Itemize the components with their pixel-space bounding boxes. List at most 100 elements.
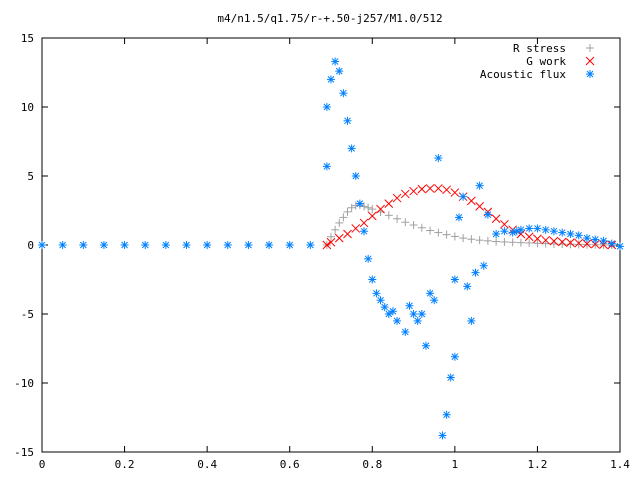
- data-point: [244, 241, 253, 249]
- data-point: [541, 239, 550, 248]
- data-point: [347, 203, 356, 212]
- data-point: [326, 237, 336, 247]
- data-point: [409, 310, 418, 318]
- data-point: [223, 241, 232, 249]
- data-point: [343, 207, 352, 216]
- data-point: [467, 196, 476, 206]
- data-point: [483, 210, 492, 219]
- legend-marker: [586, 44, 594, 52]
- x-tick-label: 1: [452, 458, 459, 471]
- data-marks: [38, 57, 624, 440]
- data-point: [426, 289, 435, 298]
- data-point: [306, 241, 315, 249]
- data-point: [516, 238, 525, 247]
- data-point: [409, 186, 418, 196]
- x-tick-label: 0.8: [362, 458, 382, 471]
- data-point: [384, 211, 393, 220]
- data-point: [549, 227, 558, 236]
- data-point: [182, 241, 191, 249]
- data-point: [566, 238, 575, 248]
- data-point: [566, 240, 575, 249]
- chart-title: m4/n1.5/q1.75/r-+.50-j257/M1.0/512: [217, 12, 442, 25]
- data-point: [351, 172, 360, 180]
- data-point: [343, 116, 352, 125]
- data-point: [475, 236, 484, 245]
- data-point: [549, 236, 559, 246]
- plot-frame: [41, 37, 621, 453]
- data-point: [500, 227, 509, 236]
- data-point: [367, 211, 377, 221]
- data-point: [574, 231, 583, 240]
- data-point: [533, 234, 542, 244]
- data-point: [384, 310, 393, 318]
- y-tick-label: 0: [27, 239, 34, 252]
- data-point: [491, 214, 501, 224]
- data-point: [393, 214, 402, 223]
- data-point: [339, 89, 348, 98]
- data-point: [483, 236, 492, 245]
- data-point: [450, 352, 459, 361]
- y-tick-label: -10: [14, 377, 34, 390]
- data-point: [492, 237, 501, 246]
- data-point: [492, 229, 501, 238]
- data-point: [471, 268, 480, 277]
- legend-label: Acoustic flux: [480, 68, 566, 81]
- data-point: [343, 229, 352, 239]
- data-point: [334, 233, 344, 243]
- data-point: [438, 431, 447, 440]
- data-point: [364, 254, 373, 263]
- data-point: [376, 296, 385, 305]
- data-point: [355, 199, 364, 208]
- data-point: [574, 238, 584, 248]
- data-point: [380, 303, 389, 312]
- data-point: [393, 316, 402, 325]
- data-point: [508, 238, 517, 247]
- data-point: [541, 225, 550, 234]
- data-point: [557, 237, 567, 247]
- data-point: [442, 230, 451, 239]
- data-point: [500, 237, 509, 246]
- data-point: [533, 239, 542, 248]
- data-point: [421, 341, 430, 350]
- data-point: [99, 241, 108, 249]
- data-point: [475, 202, 484, 211]
- data-point: [327, 75, 335, 84]
- data-point: [392, 193, 402, 203]
- data-point: [368, 275, 377, 284]
- data-point: [450, 232, 459, 241]
- data-point: [574, 240, 583, 249]
- data-point: [467, 235, 476, 244]
- data-point: [331, 225, 340, 234]
- series-acoustic-flux: [38, 57, 624, 440]
- data-point: [141, 241, 150, 249]
- data-point: [425, 184, 435, 193]
- legend-label: R stress: [513, 42, 566, 55]
- data-point: [359, 218, 369, 228]
- data-point: [401, 218, 410, 227]
- legend-marker: [585, 56, 595, 66]
- x-tick-label: 0.6: [280, 458, 300, 471]
- data-point: [558, 228, 567, 237]
- data-point: [616, 242, 624, 251]
- data-point: [430, 296, 439, 305]
- data-point: [459, 192, 468, 201]
- y-tick-label: 5: [27, 170, 34, 183]
- data-point: [360, 202, 369, 211]
- data-point: [409, 220, 418, 229]
- data-point: [450, 188, 460, 197]
- x-tick-label: 0.2: [115, 458, 135, 471]
- data-point: [335, 218, 344, 227]
- data-point: [331, 57, 340, 66]
- data-point: [401, 327, 410, 336]
- data-point: [405, 301, 414, 310]
- data-point: [591, 235, 600, 244]
- data-point: [322, 162, 331, 171]
- data-point: [459, 234, 468, 243]
- data-point: [433, 184, 443, 193]
- data-point: [446, 373, 455, 382]
- data-point: [434, 228, 443, 237]
- data-point: [400, 189, 410, 199]
- data-point: [339, 213, 348, 222]
